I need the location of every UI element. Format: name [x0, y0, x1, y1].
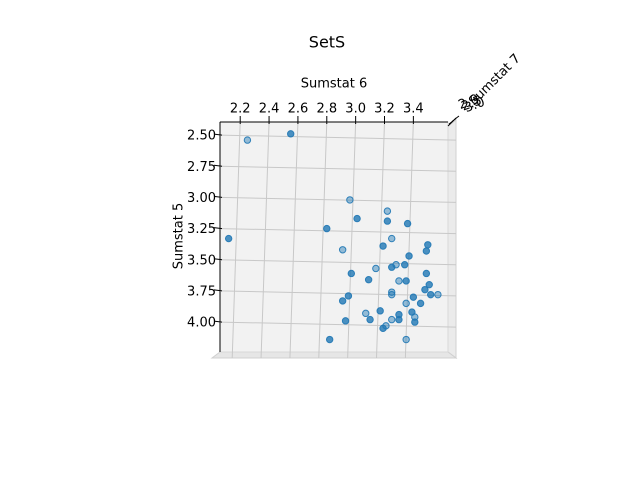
- x-tick-label: 2.8: [316, 102, 337, 117]
- point: [341, 317, 350, 325]
- point: [405, 252, 413, 260]
- x-tick-label: 2.6: [288, 102, 309, 117]
- x-tick-label: 3.0: [345, 102, 366, 117]
- grid-line: [231, 121, 241, 359]
- point: [364, 275, 373, 284]
- point: [416, 299, 425, 308]
- point: [392, 261, 400, 269]
- y-tick-label: 3.50: [187, 253, 216, 268]
- chart-title: SetS: [309, 33, 345, 52]
- grid-line: [219, 134, 457, 141]
- point: [424, 241, 432, 249]
- y-tick-label: 4.00: [187, 316, 216, 331]
- point: [426, 290, 435, 299]
- point: [372, 264, 380, 273]
- side-pane: [447, 119, 457, 359]
- point: [401, 261, 409, 269]
- point: [388, 315, 396, 324]
- grid-line: [219, 196, 457, 203]
- grid-line: [219, 321, 457, 328]
- grid-line: [376, 121, 386, 359]
- point: [379, 242, 387, 250]
- y-tick-label: 3.75: [187, 284, 216, 299]
- point: [224, 234, 233, 243]
- z-tick-label: 2.0: [456, 92, 481, 113]
- y-tick: [213, 289, 223, 292]
- y-tick: [213, 227, 223, 230]
- y-tick: [213, 258, 223, 261]
- point: [347, 269, 356, 278]
- point: [376, 307, 384, 315]
- y-tick: [213, 133, 223, 136]
- grid-line: [219, 228, 457, 235]
- point: [379, 324, 387, 333]
- grid-line: [219, 259, 457, 266]
- point: [366, 315, 374, 324]
- grid-line: [219, 290, 457, 297]
- y-tick: [213, 164, 223, 167]
- y-axis-label: Sumstat 5: [172, 203, 187, 270]
- z-tick-label: 3.0: [462, 95, 487, 116]
- y-tick: [213, 195, 223, 198]
- point: [411, 318, 419, 326]
- point: [344, 292, 353, 300]
- grid-line: [289, 121, 299, 359]
- x-tick-label: 2.2: [230, 102, 251, 117]
- point: [338, 246, 347, 254]
- z-tick-label: 2.5: [459, 93, 484, 114]
- point: [388, 288, 396, 296]
- grid-line: [260, 121, 270, 359]
- point: [402, 277, 410, 285]
- point: [388, 234, 396, 243]
- y-tick-label: 3.00: [187, 191, 216, 206]
- point: [402, 335, 410, 344]
- point: [353, 214, 361, 223]
- point: [287, 130, 295, 138]
- point: [338, 297, 347, 305]
- point: [383, 217, 392, 225]
- grid-line: [404, 121, 414, 359]
- y-tick-label: 2.50: [187, 129, 216, 144]
- point: [402, 299, 410, 308]
- point: [395, 277, 403, 285]
- point: [409, 293, 418, 301]
- point: [362, 309, 370, 318]
- point: [421, 285, 429, 294]
- point: [422, 247, 431, 255]
- y-tick-label: 2.75: [187, 160, 216, 175]
- point: [425, 280, 433, 289]
- bottom-pane: [210, 351, 458, 359]
- point: [395, 315, 403, 324]
- x-tick-label: 3.4: [403, 102, 424, 117]
- x-tick-label: 2.4: [259, 102, 280, 117]
- y-tick-label: 3.25: [187, 222, 216, 237]
- point: [388, 290, 396, 299]
- z-tick: [454, 115, 460, 120]
- grid-line: [318, 121, 328, 359]
- point: [383, 207, 392, 215]
- point: [243, 136, 252, 144]
- point: [346, 196, 354, 204]
- x-axis-label: Sumstat 6: [301, 77, 368, 92]
- x-tick-label: 3.2: [374, 102, 395, 117]
- point: [325, 335, 334, 344]
- grid-line: [347, 121, 357, 359]
- point: [403, 219, 412, 228]
- y-tick: [213, 320, 223, 323]
- point: [422, 269, 431, 278]
- grid-line: [219, 165, 457, 172]
- point: [434, 290, 442, 299]
- point: [323, 224, 331, 233]
